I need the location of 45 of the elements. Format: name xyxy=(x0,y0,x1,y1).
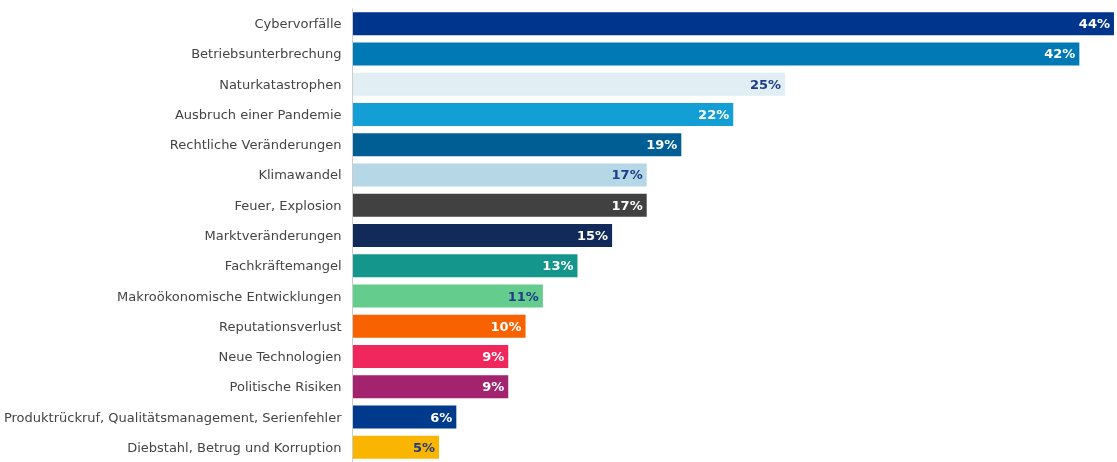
y-tick-label: Cybervorfälle xyxy=(254,16,342,32)
bar xyxy=(352,12,1114,36)
bar xyxy=(352,435,440,459)
data-label: 10% xyxy=(490,318,522,334)
bar xyxy=(352,42,1080,66)
bar xyxy=(352,224,613,247)
data-label: 17% xyxy=(611,167,643,183)
y-tick-label: Marktveränderungen xyxy=(204,228,342,243)
y-tick-label: Betriebsunterbrechung xyxy=(191,46,342,62)
bar xyxy=(352,254,578,278)
y-tick-label: Politische Risiken xyxy=(229,379,342,395)
y-tick-label: Produktrückruf, Qualitätsmanagement, Serienfehler xyxy=(3,409,343,425)
data-label: 22% xyxy=(698,106,730,122)
data-label: 19% xyxy=(646,137,678,153)
y-tick-label: Ausbruch einer Pandemie xyxy=(174,106,342,122)
y-tick-label: Neue Technologien xyxy=(218,349,342,365)
y-tick-label: Reputationsverlust xyxy=(219,318,342,334)
bar xyxy=(352,284,543,308)
y-tick-label: Diebstahl, Betrug und Korruption xyxy=(127,439,342,455)
data-label: 9% xyxy=(482,379,505,395)
bar xyxy=(352,72,786,96)
data-label: 17% xyxy=(611,197,643,213)
data-label: 44% xyxy=(1078,16,1110,32)
data-label: 5% xyxy=(412,439,436,455)
data-label: 6% xyxy=(430,409,453,425)
bar xyxy=(352,163,647,187)
bar xyxy=(352,405,457,429)
y-tick-label: Klimawandel xyxy=(258,167,342,183)
data-label: 11% xyxy=(507,288,539,304)
data-label: 15% xyxy=(576,228,609,243)
bar xyxy=(352,193,647,217)
data-label: 9% xyxy=(482,349,505,365)
y-tick-label: Rechtliche Veränderungen xyxy=(169,137,342,153)
y-tick-label: Naturkatastrophen xyxy=(219,76,342,92)
bar xyxy=(352,345,509,369)
bar xyxy=(352,102,734,126)
data-label: 25% xyxy=(750,76,782,92)
bar xyxy=(352,375,509,399)
data-label: 13% xyxy=(542,258,574,274)
y-tick-label: Makroökonomische Entwicklungen xyxy=(117,288,342,304)
data-label: 42% xyxy=(1044,46,1076,62)
y-tick-label: Feuer, Explosion xyxy=(234,197,342,213)
y-tick-label: Fachkräftemangel xyxy=(224,258,342,274)
bar xyxy=(352,314,526,338)
bar xyxy=(352,133,682,157)
